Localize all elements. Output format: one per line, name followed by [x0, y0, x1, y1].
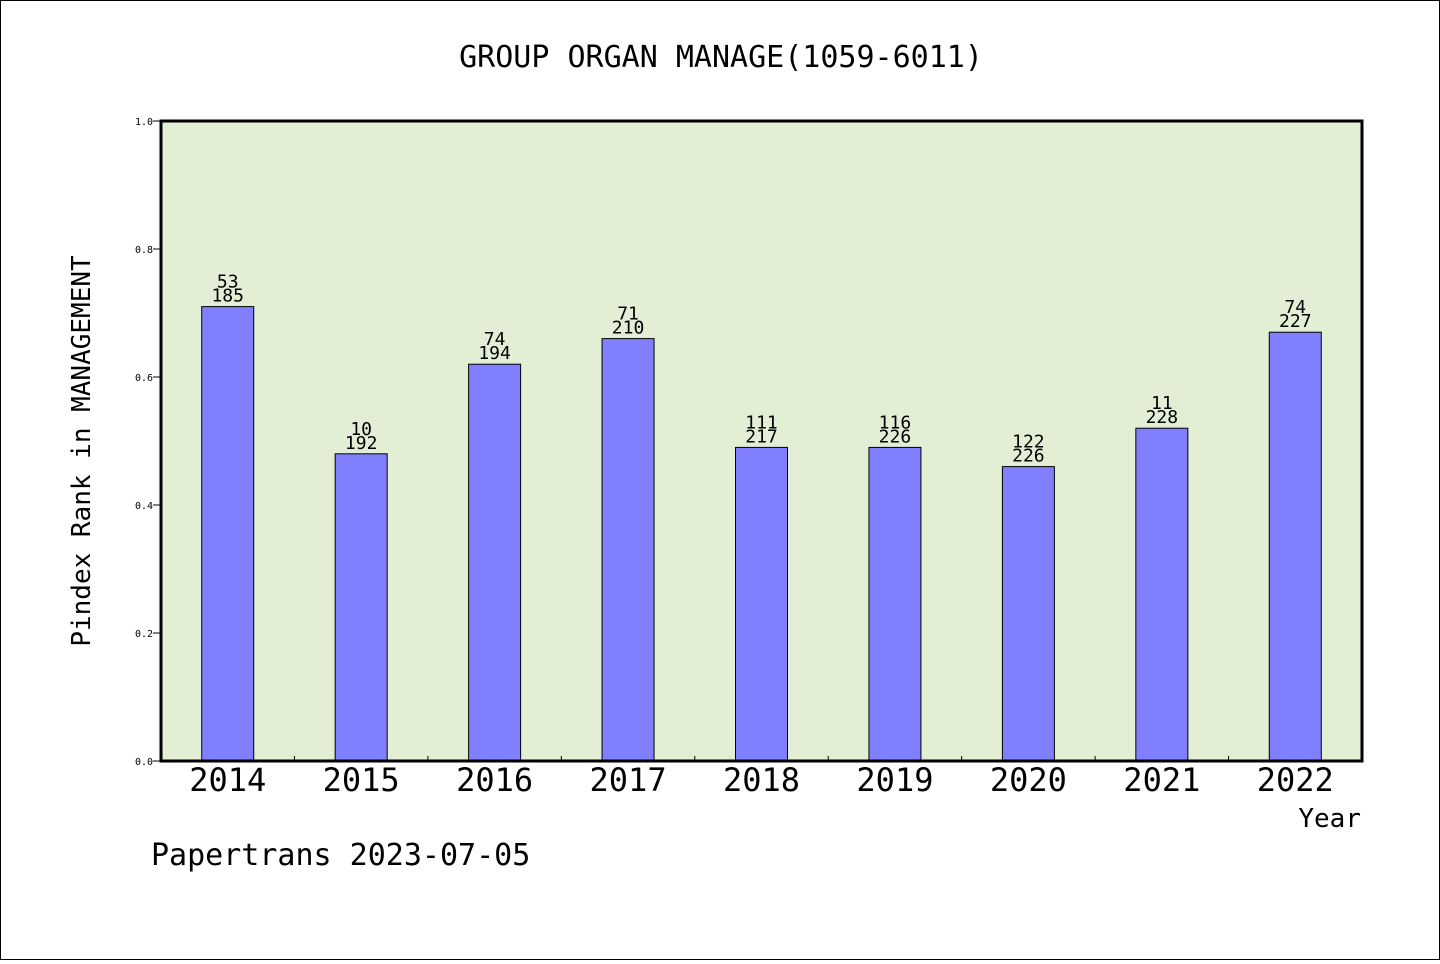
bar-2016	[468, 363, 522, 762]
y-tick-label: 1.0	[135, 117, 153, 128]
bar-2019	[868, 446, 922, 762]
bar-2017	[601, 338, 655, 762]
bar-2014	[201, 306, 255, 762]
bar-rank-label: 10	[350, 419, 372, 440]
labels-group: 5318520141019220157419420167121020171112…	[189, 272, 1334, 799]
bar-2022	[1268, 331, 1322, 762]
y-tick-label: 0.0	[135, 757, 153, 768]
bar-rank-label: 74	[1284, 297, 1306, 318]
bar-total-label: 227	[1279, 311, 1312, 332]
bar-rank-label: 122	[1012, 432, 1045, 453]
y-tick-label: 0.8	[135, 245, 153, 256]
x-tick-label: 2019	[856, 761, 933, 799]
bar-2018	[735, 446, 788, 762]
y-tick-label: 0.6	[135, 373, 153, 384]
x-tick-label: 2016	[456, 761, 533, 799]
plot-border	[159, 119, 1364, 763]
bar-rank-label: 111	[745, 412, 778, 433]
x-tick-label: 2022	[1257, 761, 1334, 799]
x-tick-label: 2021	[1123, 761, 1200, 799]
bar-total-label: 226	[879, 426, 912, 447]
bar-total-label: 228	[1146, 407, 1179, 428]
bar-rank-label: 53	[217, 272, 239, 293]
bar-total-label: 217	[745, 426, 778, 447]
bar-2020	[1001, 466, 1055, 762]
x-tick-label: 2015	[323, 761, 400, 799]
bar-rank-label: 74	[484, 329, 506, 350]
bar-total-label: 210	[612, 318, 645, 339]
bar-2021	[1135, 427, 1189, 762]
credit-footer: Papertrans 2023-07-05	[151, 838, 530, 873]
bar-total-label: 185	[211, 286, 244, 307]
y-tick-label: 0.2	[135, 629, 153, 640]
chart-title: GROUP ORGAN MANAGE(1059-6011)	[459, 40, 983, 75]
x-tick-label: 2018	[723, 761, 800, 799]
x-tick-label: 2020	[990, 761, 1067, 799]
bar-rank-label: 116	[879, 412, 912, 433]
y-axis-label: Pindex Rank in MANAGEMENT	[67, 255, 97, 647]
x-tick-label: 2014	[189, 761, 266, 799]
bar-rank-label: 11	[1151, 393, 1173, 414]
bar-total-label: 192	[345, 433, 378, 454]
bar-rank-label: 71	[617, 304, 639, 325]
x-axis-label: Year	[1298, 804, 1361, 834]
bar-total-label: 194	[478, 343, 511, 364]
bar-2015	[334, 453, 388, 762]
y-tick-label: 0.4	[135, 501, 153, 512]
bar-total-label: 226	[1012, 446, 1045, 467]
bars-group	[201, 306, 1322, 762]
x-tick-label: 2017	[590, 761, 667, 799]
